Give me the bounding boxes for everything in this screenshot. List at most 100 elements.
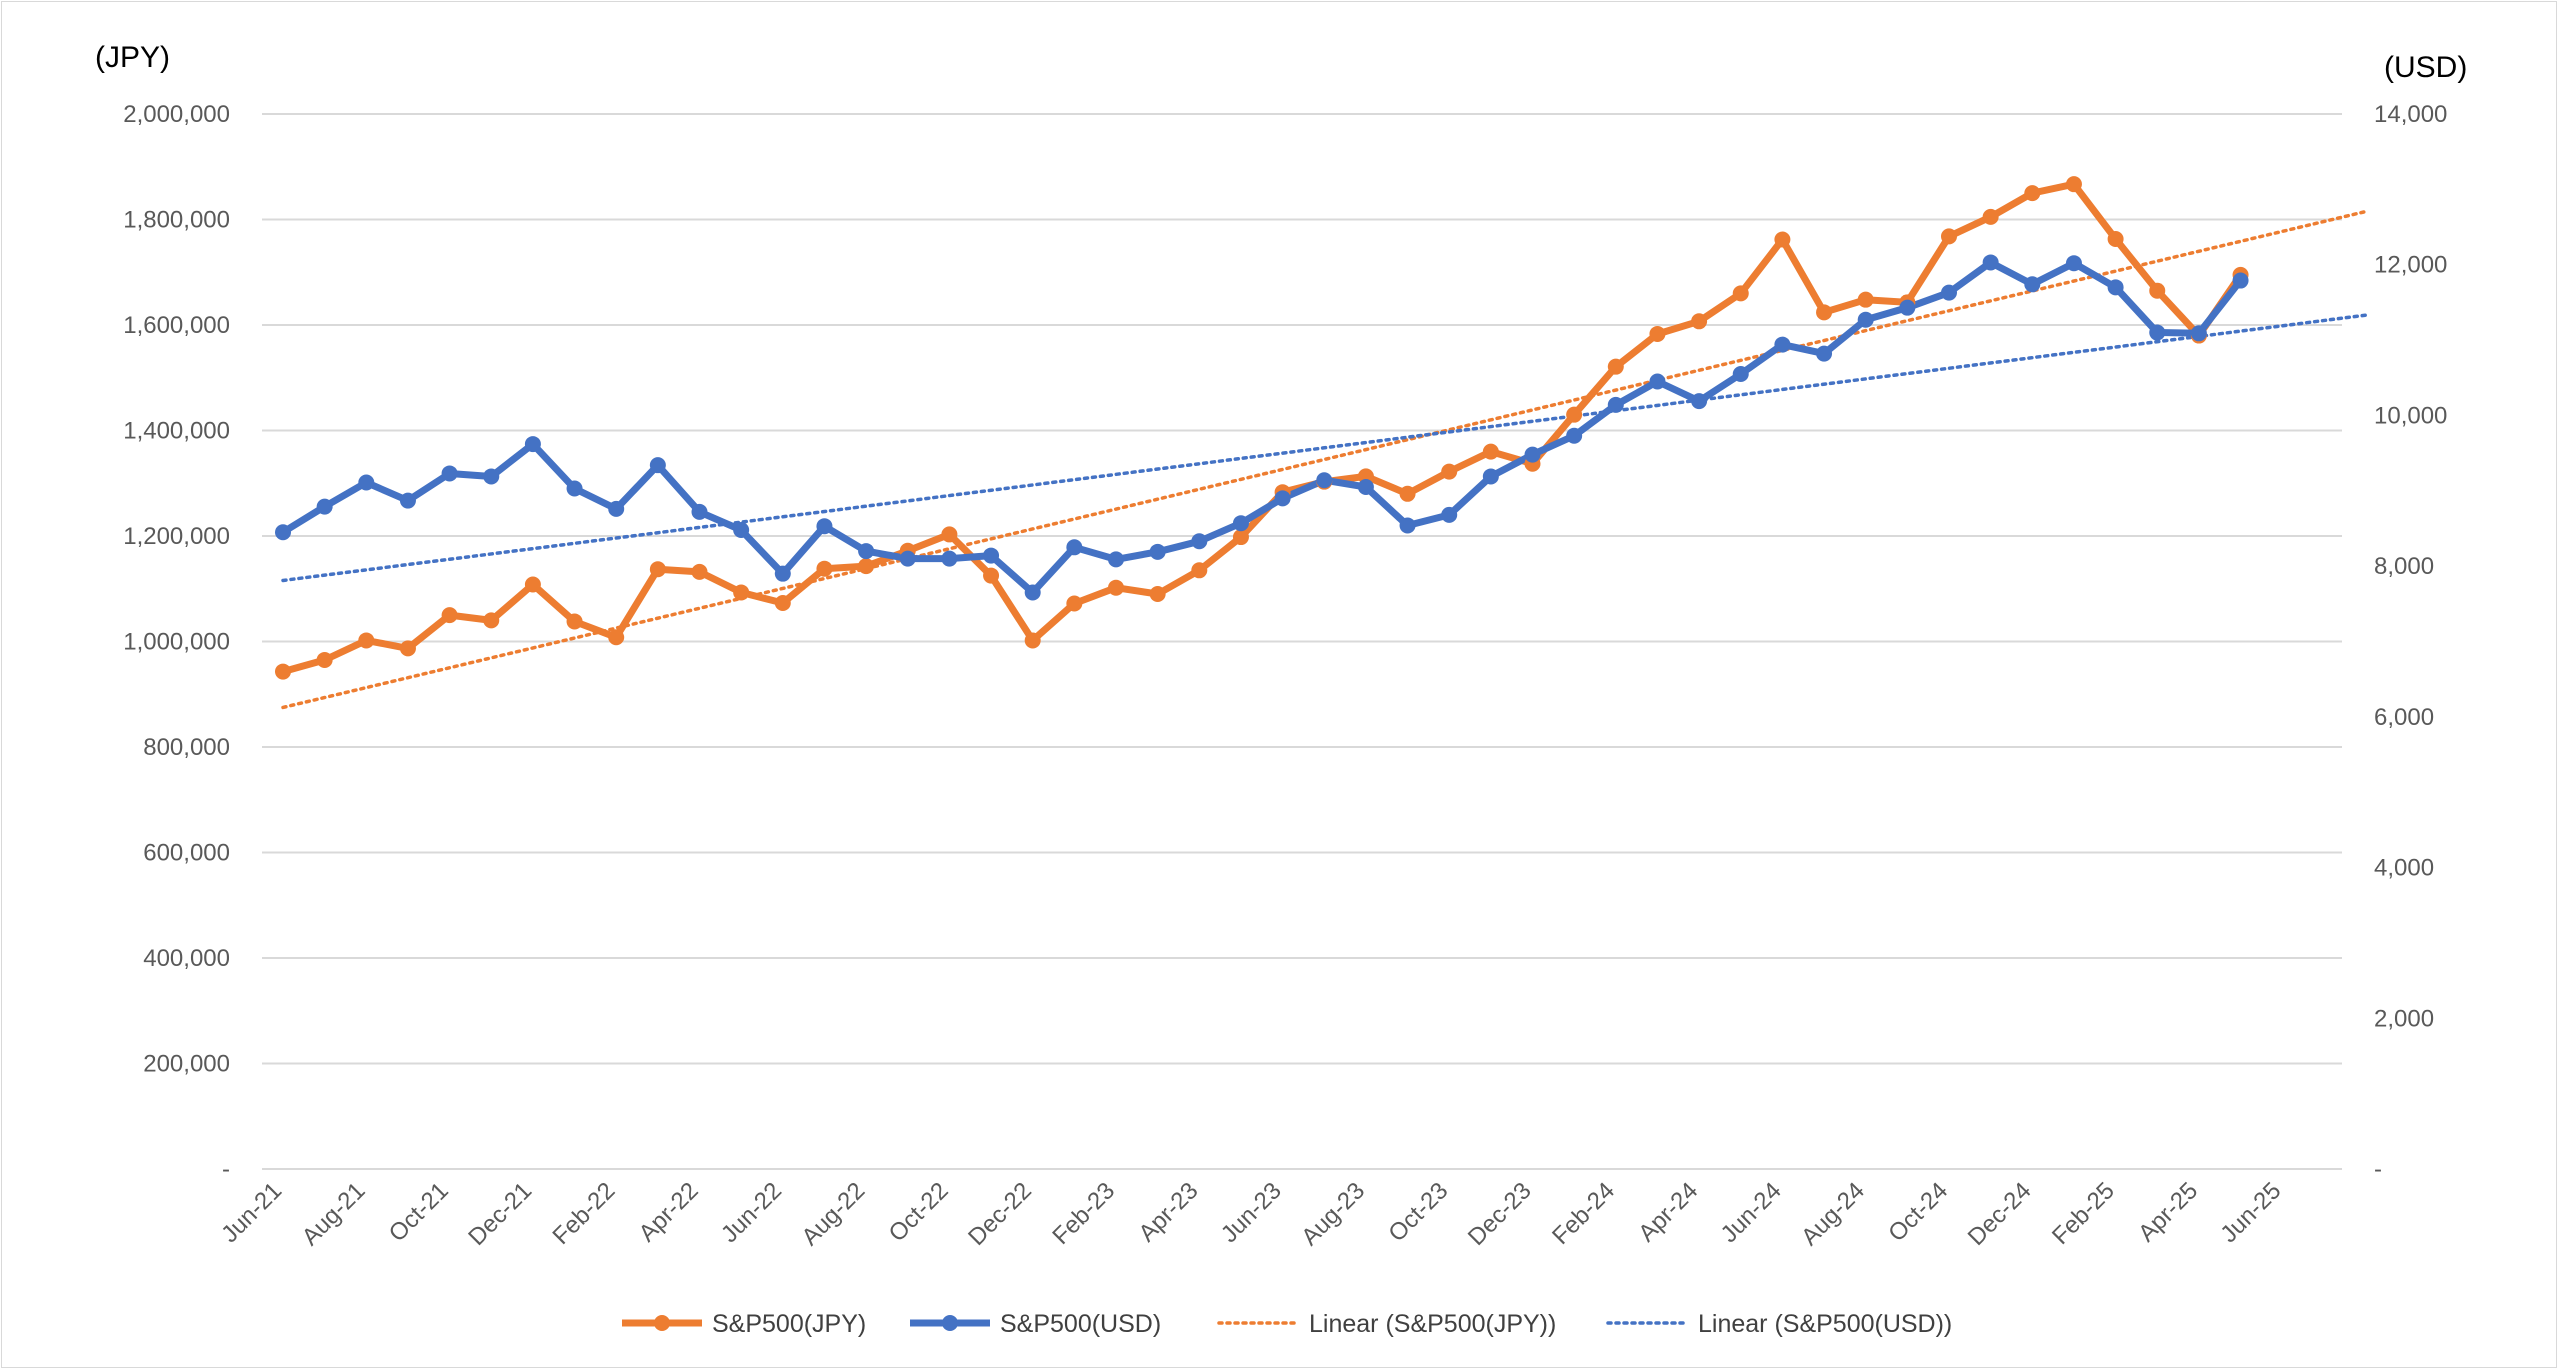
- x-tick-label: Apr-24: [1633, 1177, 1703, 1247]
- data-point: [1732, 365, 1749, 382]
- x-tick-label: Feb-25: [2047, 1177, 2120, 1250]
- data-point: [524, 436, 541, 453]
- right-tick-label: 4,000: [2374, 855, 2434, 882]
- legend-item: S&P500(JPY): [622, 1310, 866, 1338]
- left-axis-unit: (JPY): [95, 41, 170, 74]
- data-point: [1191, 533, 1208, 550]
- data-point: [1982, 208, 1999, 225]
- data-point: [1149, 543, 1166, 560]
- data-point: [1941, 228, 1957, 245]
- data-point: [566, 613, 583, 630]
- x-tick-label: Jun-22: [716, 1177, 787, 1248]
- data-point: [1566, 406, 1583, 423]
- data-point: [816, 518, 833, 535]
- x-tick-label: Dec-21: [463, 1177, 537, 1251]
- legend-item: S&P500(USD): [910, 1310, 1161, 1338]
- x-tick-label: Jun-24: [1716, 1177, 1787, 1248]
- data-point: [1108, 579, 1124, 596]
- data-point: [2107, 279, 2124, 296]
- data-point: [1524, 446, 1541, 463]
- data-point: [399, 492, 416, 509]
- right-tick-label: 14,000: [2374, 101, 2447, 128]
- series-line: [282, 180, 2244, 675]
- data-point: [1774, 231, 1791, 248]
- x-tick-label: Aug-24: [1796, 1177, 1870, 1251]
- data-point: [1274, 490, 1291, 507]
- x-tick-label: Feb-24: [1547, 1177, 1620, 1250]
- data-point: [649, 457, 666, 474]
- series-points: [275, 176, 2249, 680]
- left-tick-label: 600,000: [143, 840, 230, 867]
- legend-marker: [654, 1315, 670, 1331]
- trendlines: [281, 209, 2368, 710]
- left-tick-label: 400,000: [143, 945, 230, 972]
- data-point: [774, 594, 791, 611]
- legend-item: Linear (S&P500(JPY)): [1217, 1310, 1556, 1338]
- data-point: [2024, 185, 2041, 202]
- legend-marker: [942, 1315, 958, 1331]
- data-point: [441, 465, 458, 482]
- x-tick-label: Feb-23: [1047, 1177, 1120, 1250]
- x-tick-label: Jun-25: [2215, 1177, 2286, 1248]
- left-tick-label: 2,000,000: [123, 101, 230, 128]
- data-point: [858, 543, 875, 560]
- left-tick-label: 1,400,000: [123, 418, 230, 445]
- data-point: [983, 547, 1000, 564]
- data-point: [1482, 443, 1499, 460]
- data-point: [1816, 345, 1833, 362]
- data-point: [1649, 325, 1666, 342]
- x-tick-label: Dec-23: [1463, 1177, 1537, 1251]
- data-point: [1732, 285, 1749, 302]
- data-point: [858, 558, 875, 575]
- data-point: [1191, 562, 1208, 579]
- legend-label: Linear (S&P500(JPY)): [1309, 1310, 1556, 1338]
- data-point: [941, 526, 958, 543]
- left-tick-label: 1,800,000: [123, 207, 230, 234]
- data-point: [1941, 284, 1957, 301]
- x-tick-label: Feb-22: [548, 1177, 621, 1250]
- x-tick-label: Aug-23: [1296, 1177, 1370, 1251]
- right-axis-ticks: - 2,000 4,000 6,000 8,000 10,000 12,000 14,000: [2374, 101, 2447, 1183]
- right-tick-label: 10,000: [2374, 402, 2447, 429]
- data-point: [2024, 276, 2041, 293]
- data-point: [1066, 595, 1083, 612]
- data-point: [275, 663, 291, 680]
- data-point: [774, 565, 791, 582]
- data-point: [316, 498, 333, 515]
- data-point: [1149, 586, 1166, 603]
- data-point: [483, 468, 500, 485]
- data-point: [399, 640, 416, 657]
- data-point: [1774, 336, 1791, 353]
- left-tick-label: -: [222, 1156, 230, 1183]
- x-tick-label: Aug-21: [297, 1177, 371, 1251]
- data-point: [1607, 358, 1624, 375]
- data-point: [524, 576, 541, 593]
- left-tick-label: 1,600,000: [123, 312, 230, 339]
- x-tick-label: Dec-22: [963, 1177, 1037, 1251]
- legend-label: Linear (S&P500(USD)): [1698, 1310, 1952, 1338]
- data-point: [441, 607, 458, 624]
- gridlines: [262, 113, 2342, 1170]
- right-tick-label: 6,000: [2374, 704, 2434, 731]
- data-point: [2190, 325, 2207, 342]
- data-point: [941, 550, 958, 567]
- x-tick-label: Jun-23: [1216, 1177, 1287, 1248]
- left-axis-ticks: - 200,000 400,000 600,000 800,000 1,000,000 1,…: [123, 101, 230, 1183]
- data-point: [2065, 255, 2082, 272]
- x-tick-label: Dec-24: [1963, 1177, 2037, 1251]
- data-point: [1441, 506, 1458, 523]
- right-tick-label: -: [2374, 1156, 2382, 1183]
- legend-item: Linear (S&P500(USD)): [1606, 1310, 1952, 1338]
- data-point: [1024, 584, 1041, 601]
- data-point: [1441, 463, 1458, 480]
- left-tick-label: 1,000,000: [123, 629, 230, 656]
- right-axis-unit: (USD): [2384, 51, 2467, 84]
- data-point: [1108, 551, 1124, 568]
- legend: S&P500(JPY) S&P500(USD) Linear (S&P500(JPY…: [622, 1310, 1952, 1338]
- data-point: [983, 567, 1000, 584]
- data-point: [358, 474, 375, 491]
- right-tick-label: 12,000: [2374, 252, 2447, 279]
- data-point: [1399, 517, 1416, 534]
- data-point: [2149, 282, 2166, 299]
